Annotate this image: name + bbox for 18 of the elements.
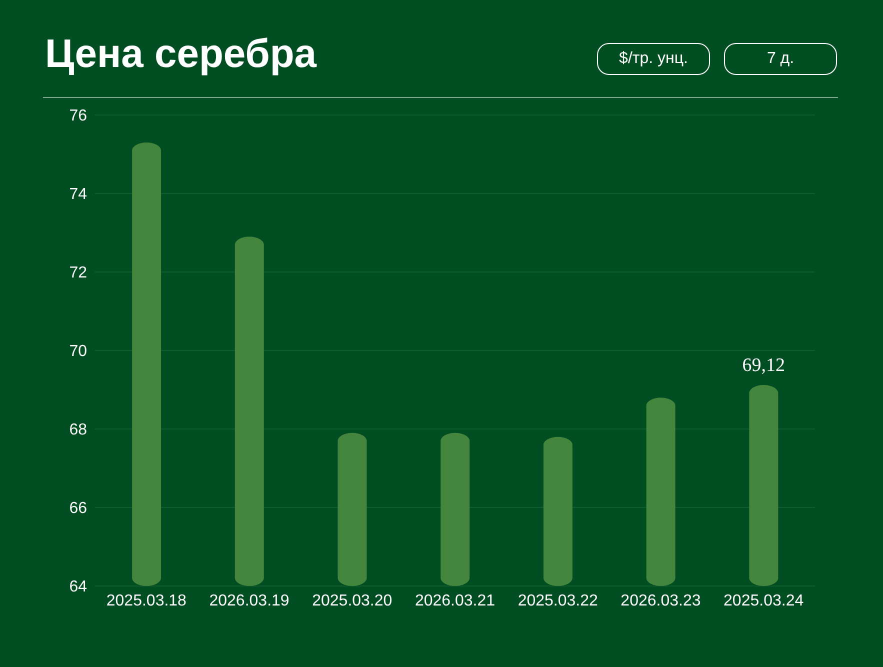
x-tick-label: 2026.03.19 xyxy=(209,592,290,610)
x-tick-label: 2025.03.22 xyxy=(518,592,598,610)
x-tick-label: 2026.03.23 xyxy=(620,592,701,610)
y-tick-label: 74 xyxy=(69,186,88,204)
x-tick-label: 2026.03.21 xyxy=(414,592,496,610)
x-tick-label: 2025.03.20 xyxy=(312,592,392,610)
x-tick-label: 2025.03.24 xyxy=(724,592,804,610)
y-tick-label: 70 xyxy=(69,343,88,360)
chart-title: Цена серебра xyxy=(45,32,317,77)
toggle-button: 7 д. xyxy=(724,43,837,75)
data-label: 69,12 xyxy=(742,355,786,376)
x-tick-label: 2025.03.18 xyxy=(106,592,187,610)
y-tick-label: 66 xyxy=(69,500,88,518)
y-tick-label: 64 xyxy=(69,578,88,596)
y-tick-label: 68 xyxy=(69,422,88,439)
toggle-button: $/тр. унц. xyxy=(597,43,710,75)
y-tick-label: 76 xyxy=(69,108,88,125)
y-tick-label: 72 xyxy=(69,264,88,282)
